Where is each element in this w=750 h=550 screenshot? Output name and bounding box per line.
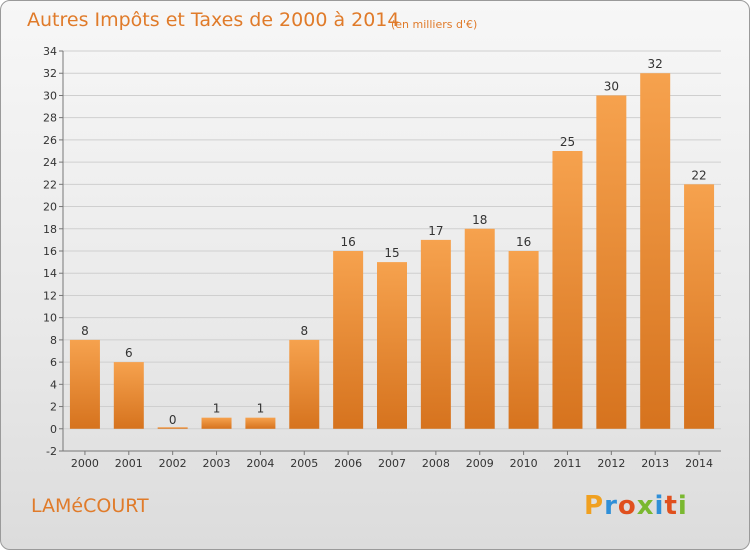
logo-letter: x: [636, 491, 655, 521]
data-label: 30: [604, 79, 619, 93]
y-tick-label: 12: [43, 289, 57, 302]
bar: [640, 73, 671, 429]
x-tick-label: 2014: [685, 457, 713, 470]
bar: [245, 417, 276, 429]
logo-letter: t: [664, 491, 678, 521]
bar: [464, 228, 495, 429]
data-label: 16: [516, 235, 531, 249]
bar: [684, 184, 715, 429]
x-tick-label: 2005: [290, 457, 318, 470]
y-tick-label: 18: [43, 223, 57, 236]
data-label: 8: [300, 324, 308, 338]
x-tick-label: 2004: [246, 457, 274, 470]
y-tick-label: 26: [43, 134, 57, 147]
data-label: 1: [257, 402, 265, 416]
data-label: 16: [340, 235, 355, 249]
logo-letter: i: [677, 491, 688, 521]
y-tick-label: 16: [43, 245, 57, 258]
bar: [201, 417, 232, 429]
chart-title: Autres Impôts et Taxes de 2000 à 2014: [27, 9, 400, 31]
bar: [508, 251, 539, 429]
data-label: 17: [428, 224, 443, 238]
y-tick-label: 4: [50, 378, 57, 391]
bar: [113, 362, 144, 429]
data-label: 22: [691, 168, 706, 182]
bar: [377, 262, 407, 429]
x-tick-label: 2002: [159, 457, 187, 470]
x-tick-label: 2010: [510, 457, 538, 470]
y-tick-label: 28: [43, 112, 57, 125]
bar: [596, 95, 627, 429]
proxiti-logo: Proxiti: [584, 491, 688, 521]
x-tick-label: 2007: [378, 457, 406, 470]
x-tick-label: 2011: [553, 457, 581, 470]
y-tick-label: 20: [43, 201, 57, 214]
city-name: LAMéCOURT: [31, 495, 149, 517]
data-label: 25: [560, 135, 575, 149]
y-tick-label: 8: [50, 334, 57, 347]
x-tick-label: 2012: [597, 457, 625, 470]
y-tick-label: 30: [43, 89, 57, 102]
data-label: 8: [81, 324, 89, 338]
chart-subtitle: (en milliers d'€): [391, 18, 478, 31]
y-tick-label: 6: [50, 356, 57, 369]
bar: [420, 239, 451, 429]
x-tick-label: 2008: [422, 457, 450, 470]
y-tick-label: 14: [43, 267, 57, 280]
y-tick-label: 34: [43, 45, 57, 58]
y-tick-label: -2: [46, 445, 57, 458]
y-tick-label: 24: [43, 156, 57, 169]
y-tick-label: 32: [43, 67, 57, 80]
x-tick-label: 2006: [334, 457, 362, 470]
x-tick-label: 2000: [71, 457, 99, 470]
logo-letter: r: [604, 491, 618, 521]
data-label: 18: [472, 213, 487, 227]
x-tick-label: 2013: [641, 457, 669, 470]
y-tick-label: 10: [43, 312, 57, 325]
logo-letter: P: [584, 491, 605, 521]
data-label: 32: [648, 57, 663, 71]
bar: [69, 339, 100, 429]
y-tick-label: 22: [43, 178, 57, 191]
bar: [289, 339, 320, 429]
y-tick-label: 0: [50, 423, 57, 436]
data-label: 6: [125, 346, 133, 360]
x-tick-label: 2009: [466, 457, 494, 470]
data-label: 1: [213, 402, 221, 416]
data-label: 0: [169, 413, 177, 427]
data-label: 15: [384, 246, 399, 260]
bar: [333, 251, 364, 429]
logo-letter: i: [654, 491, 665, 521]
bar: [157, 427, 188, 429]
bar: [552, 151, 583, 429]
x-tick-label: 2003: [203, 457, 231, 470]
x-tick-label: 2001: [115, 457, 143, 470]
logo-letter: o: [617, 491, 637, 521]
y-tick-label: 2: [50, 401, 57, 414]
